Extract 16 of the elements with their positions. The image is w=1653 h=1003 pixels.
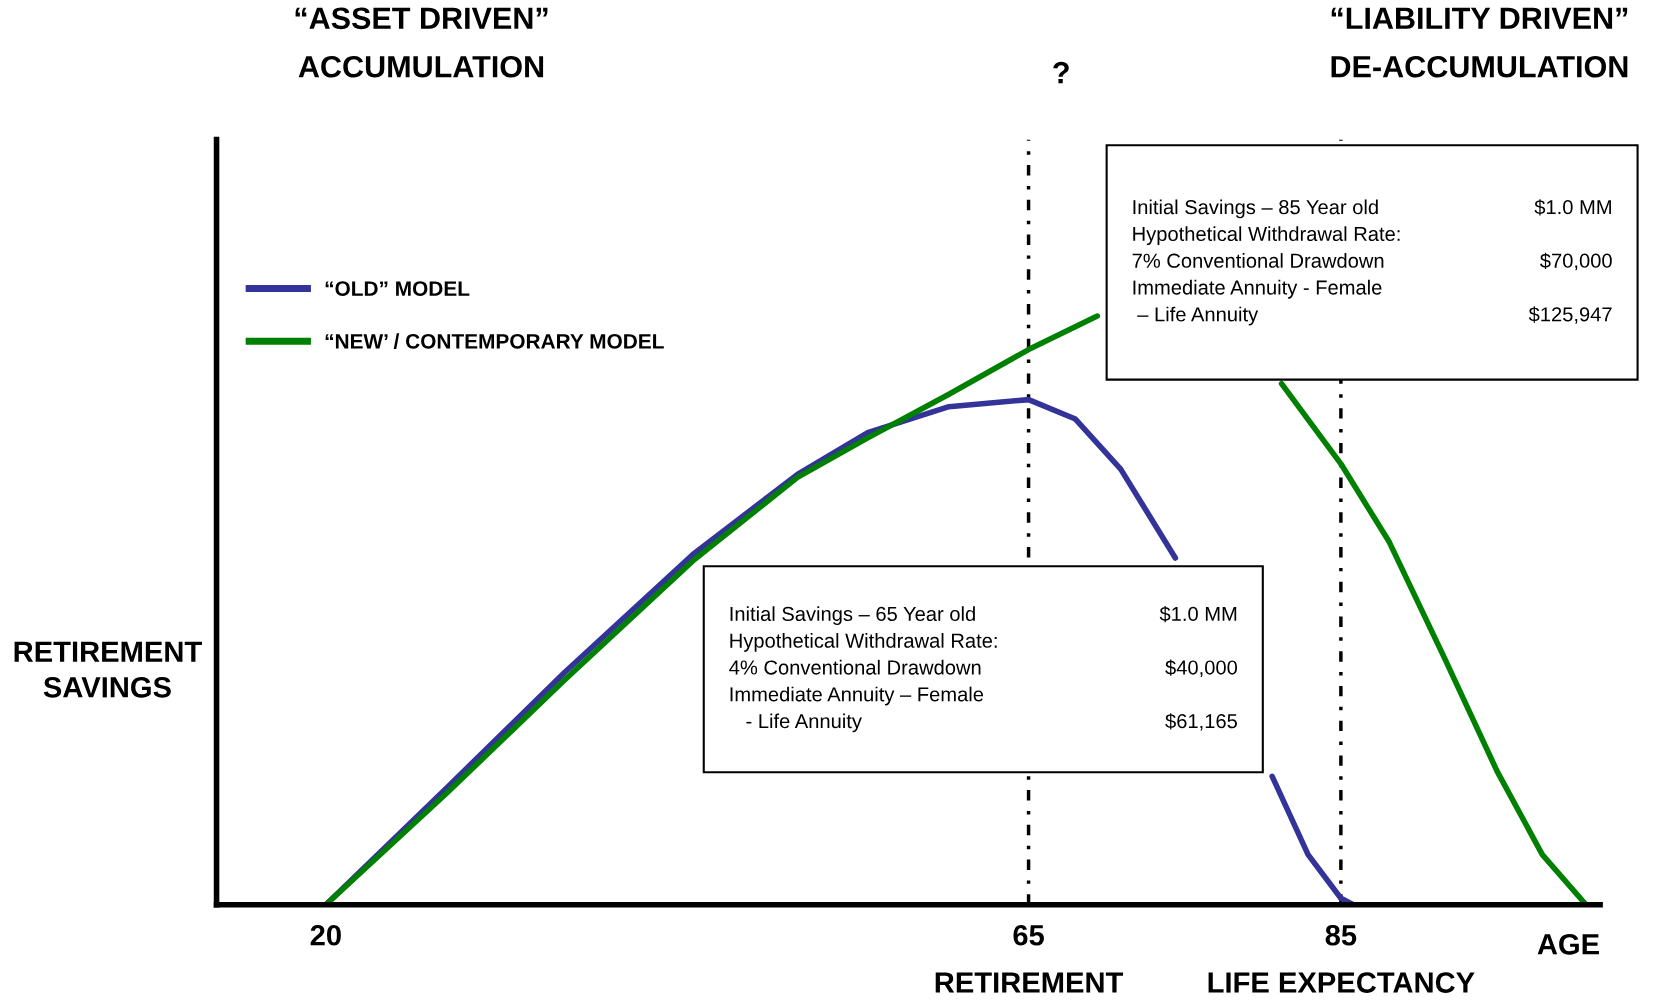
text: $1.0 MM $70,000 $125,947: [1528, 199, 1612, 324]
x-tick-label: 65: [1013, 924, 1044, 946]
text: $1.0 MM $40,000 $61,165: [1159, 605, 1238, 731]
text: “ASSET DRIVEN” ACCUMULATION: [295, 7, 548, 78]
legend-label: “NEW’ / CONTEMPORARY MODEL: [325, 333, 664, 349]
text: ?: [1053, 61, 1069, 84]
text: “LIABILITY DRIVEN” DE-ACCUMULATION: [1331, 7, 1628, 78]
legend-label: “OLD” MODEL: [325, 281, 470, 296]
x-tick-label: 20: [310, 924, 341, 946]
annotation: Initial Savings – 65 Year old Hypothetical Withdrawal Rate: 4% Conventional Drawdown Immediate Annuity – Female - Life Annuity: [729, 606, 997, 733]
annotation: Initial Savings – 85 Year old Hypothetical Withdrawal Rate: 7% Conventional Drawdown Immediate Annuity - Female – Life Annuity: [1132, 199, 1400, 326]
x-tick-label: 85: [1325, 924, 1357, 946]
y-axis-title: RETIREMENT SAVINGS: [14, 641, 202, 698]
ref-line-label: LIFE EXPECTANCY: [1208, 972, 1475, 993]
x-axis-title: AGE: [1537, 933, 1599, 955]
ref-line-label: RETIREMENT: [935, 972, 1124, 993]
